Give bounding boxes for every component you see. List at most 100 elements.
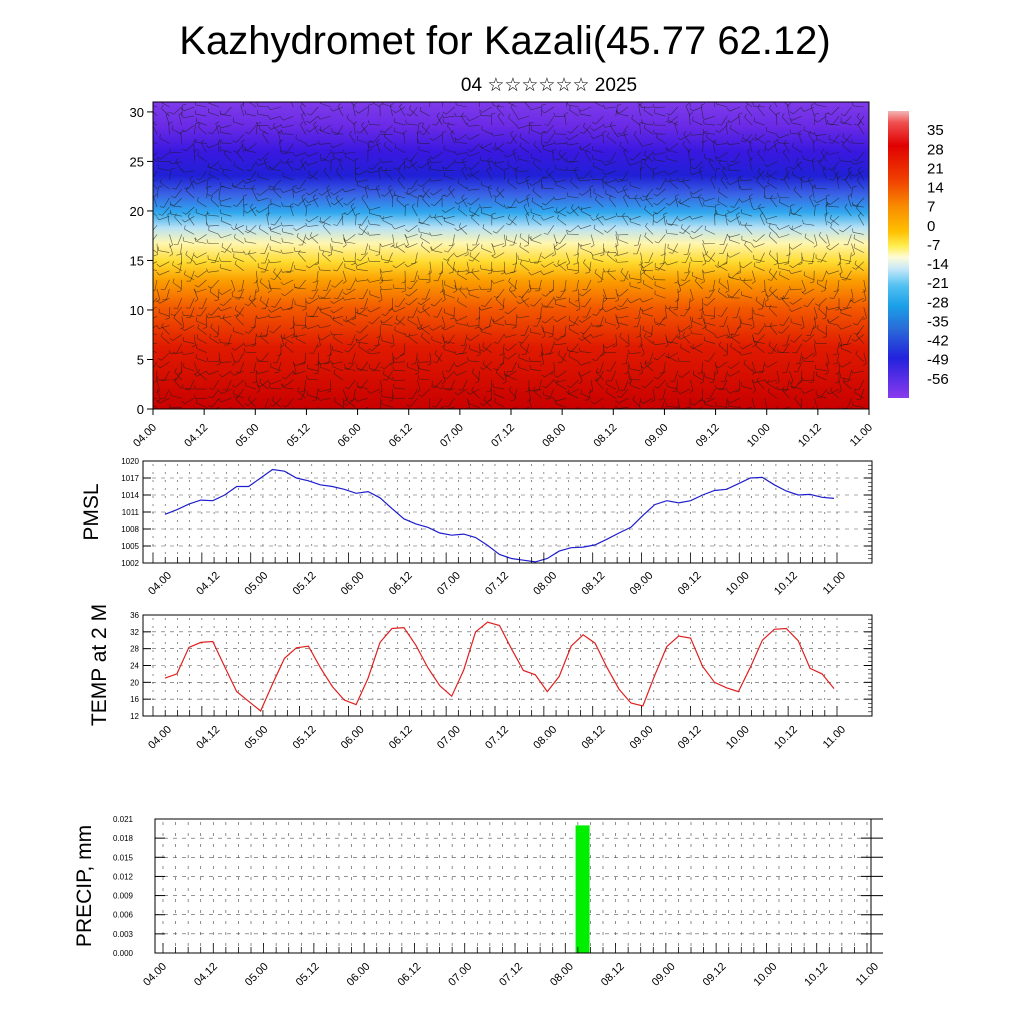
wind-barb-flag (818, 159, 821, 164)
wind-barb (221, 388, 232, 394)
wind-barb-flag (207, 286, 212, 289)
wind-barb-flag (218, 398, 222, 403)
wind-barb (307, 225, 319, 227)
wind-barb (741, 352, 753, 356)
temp-y-tick-label: 20 (130, 678, 139, 687)
wind-barb-flag (218, 234, 222, 239)
wind-barb-flag (685, 103, 690, 107)
wind-barb (644, 361, 654, 369)
wind-barb (817, 115, 827, 123)
wind-barb (733, 152, 741, 163)
wind-barb (842, 136, 852, 144)
wind-barb-flag (718, 287, 720, 292)
wind-barb (852, 370, 864, 374)
wind-barb-flag (394, 143, 397, 148)
wind-barb (596, 216, 604, 226)
wind-barb-flag (609, 121, 613, 126)
wind-barb-flag (655, 415, 659, 416)
wind-barb-flag (690, 402, 695, 406)
wind-barb-flag (194, 237, 198, 241)
wind-barb (345, 156, 356, 162)
wind-barb-flag (333, 133, 338, 136)
wind-barb-flag (764, 418, 767, 420)
wind-barb (206, 177, 209, 189)
wind-barb-flag (466, 269, 469, 274)
wind-barb (468, 294, 480, 299)
wind-barb (319, 397, 331, 401)
wind-barb (319, 361, 331, 365)
wind-barb (212, 398, 220, 408)
precip-grid (155, 818, 871, 954)
wind-barb (291, 298, 294, 309)
section-x-tick-label: 04.12 (182, 422, 210, 450)
wind-barb-flag (502, 381, 507, 384)
wind-barb (224, 243, 232, 253)
wind-barb-flag (640, 103, 643, 108)
wind-barb (326, 187, 331, 199)
wind-barb (582, 288, 592, 297)
wind-barb-flag (331, 237, 333, 242)
wind-barb (493, 386, 505, 390)
wind-barb (508, 117, 517, 126)
wind-barb (524, 325, 530, 336)
wind-barb (691, 333, 703, 335)
wind-barb-flag (669, 177, 672, 182)
wind-barb (355, 214, 357, 226)
precip-x-tick-label: 06.00 (345, 961, 373, 989)
wind-barb (781, 325, 790, 334)
wind-barb-flag (333, 333, 335, 338)
wind-barb-flag (381, 313, 386, 316)
wind-barb-flag (555, 296, 560, 299)
wind-barb-flag (429, 192, 434, 196)
wind-barb-flag (705, 325, 707, 330)
wind-barb-flag (290, 203, 294, 206)
wind-barb (833, 170, 840, 180)
wind-barb (206, 187, 209, 199)
wind-barb-flag (615, 189, 619, 193)
wind-barb-flag (182, 148, 187, 152)
wind-barb-flag (643, 415, 647, 416)
wind-barb (153, 261, 158, 264)
precip-y-label: PRECIP, mm (73, 825, 96, 947)
wind-barb (457, 182, 468, 190)
wind-barb (607, 254, 616, 262)
wind-barb (723, 234, 728, 245)
wind-barb (559, 288, 567, 299)
wind-barb (741, 385, 753, 390)
wind-barb-flag (644, 150, 647, 155)
wind-barb-flag (862, 363, 867, 366)
wind-barb (259, 382, 269, 390)
wind-barb-flag (209, 388, 214, 390)
wind-barb-flag (585, 272, 590, 274)
wind-barb (441, 279, 444, 291)
wind-barb-flag (219, 257, 221, 262)
wind-barb-flag (330, 149, 333, 154)
wind-barb (332, 366, 344, 372)
wind-barb-flag (620, 268, 624, 272)
wind-barb (580, 248, 592, 253)
wind-barb (783, 288, 790, 299)
wind-barb-flag (355, 158, 360, 160)
wind-barb (443, 215, 455, 220)
wind-barb (212, 388, 220, 399)
wind-barb (644, 163, 654, 171)
wind-barb (728, 169, 740, 171)
wind-barb (235, 179, 244, 188)
wind-barb (357, 261, 368, 266)
wind-barb (508, 389, 517, 399)
wind-barb (321, 188, 331, 196)
wind-barb-flag (295, 334, 297, 339)
wind-barb (519, 246, 530, 253)
wind-barb (392, 334, 395, 346)
wind-barb-flag (344, 350, 349, 353)
wind-barb (409, 108, 418, 117)
wind-barb (581, 370, 592, 377)
wind-barb (741, 279, 753, 281)
wind-barb-flag (367, 169, 370, 174)
wind-barb (663, 252, 666, 264)
wind-barb-flag (578, 177, 581, 181)
wind-barb (818, 297, 827, 306)
wind-barb (502, 298, 505, 310)
wind-barb (298, 253, 307, 262)
